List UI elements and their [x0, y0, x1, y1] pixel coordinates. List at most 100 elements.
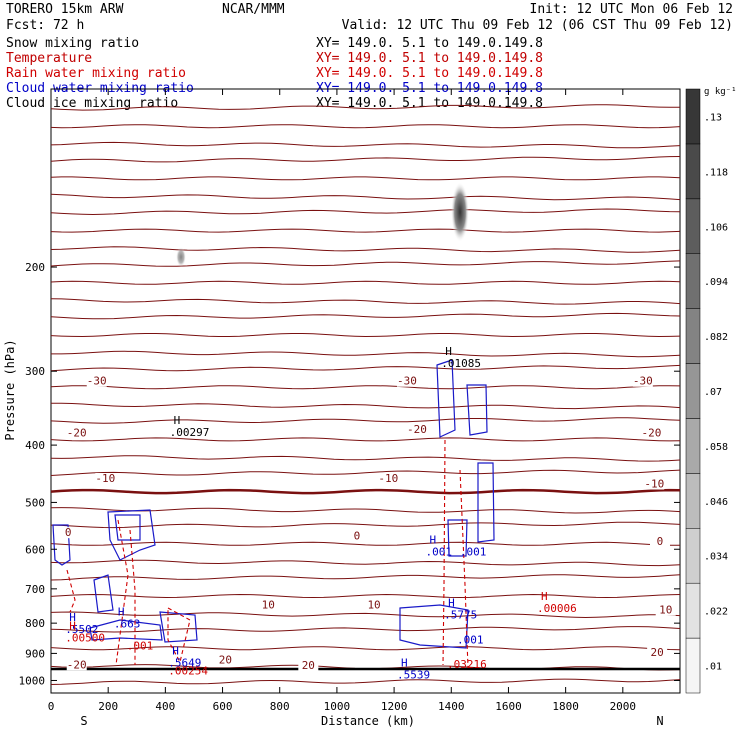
- y-tick-label: 300: [25, 365, 45, 378]
- temperature-label-bg: [66, 427, 87, 439]
- x-tick-label: 2000: [610, 700, 637, 713]
- colorbar-segment: [685, 637, 701, 694]
- legend-ice-xy: XY= 149.0. 5.1 to 149.0.149.8: [316, 96, 543, 111]
- cloud-contour-right-d: [447, 519, 468, 557]
- x-tick-label: 1200: [381, 700, 408, 713]
- colorbar-tick-label: .058: [704, 442, 728, 453]
- legend-temperature-name: Temperature: [6, 51, 92, 66]
- extrema-value-label: .5649: [168, 657, 201, 670]
- ice-shade-small: [176, 247, 186, 267]
- plot-frame: [50, 88, 681, 694]
- isotherm-line: [50, 176, 681, 181]
- isotherm-line: [50, 437, 681, 442]
- header-init: Init: 12 UTC Mon 06 Feb 12: [530, 2, 734, 17]
- x-tick-label: 0: [48, 700, 55, 713]
- extrema-value-label: .00254: [168, 665, 208, 678]
- extrema-value-label: .01085: [441, 357, 481, 370]
- x-tick-label: 800: [270, 700, 290, 713]
- extrema-high-mark: H: [445, 345, 452, 358]
- extrema-value-label: .001: [426, 545, 453, 558]
- colorbar-segment: [685, 473, 701, 529]
- colorbar-tick-label: .106: [704, 222, 728, 233]
- extrema-high-mark: H: [69, 611, 76, 624]
- y-axis-label: Pressure (hPa): [3, 339, 17, 440]
- x-tick-label: 1400: [438, 700, 465, 713]
- isotherm-line: [50, 246, 681, 253]
- temperature-label-bg: [644, 478, 665, 490]
- colorbar-tick-label: .046: [704, 497, 728, 508]
- ice-shade-core: [451, 182, 469, 242]
- colorbar-segment: [685, 363, 701, 419]
- cloud-contour-left-b: [93, 574, 114, 613]
- temperature-label-bg: [649, 536, 670, 548]
- colorbar: .01 .022 .034 .046 .058 .07 .082 .094 .106 .118 .1…: [685, 88, 728, 694]
- rain-contour-right-b: [459, 469, 469, 669]
- colorbar-unit: g kg⁻¹: [704, 87, 737, 97]
- colorbar-tick-label: .034: [704, 552, 728, 563]
- isotherm-line: [50, 593, 681, 599]
- temperature-label: -30: [633, 375, 653, 388]
- temperature-label: -30: [87, 375, 107, 388]
- isotherm-line: [50, 228, 681, 233]
- temperature-label: -20: [641, 426, 661, 439]
- temperature-label: -30: [397, 375, 417, 388]
- isotherm-line: [50, 298, 681, 305]
- temperature-label-bg: [378, 472, 399, 484]
- isotherm-line: [50, 260, 681, 267]
- isotherm-lines: [50, 104, 681, 685]
- temperature-label: 0: [354, 529, 361, 542]
- temperature-label: -20: [67, 426, 87, 439]
- isotherm-line: [51, 350, 681, 358]
- isotherm-line: [50, 488, 681, 495]
- y-tick-label: 200: [25, 261, 45, 274]
- temperature-label: 20: [302, 659, 315, 672]
- isotherm-line: [50, 141, 681, 149]
- temperature-label-bg: [258, 599, 279, 611]
- temperature-label-bg: [396, 375, 417, 387]
- x-axis: 0 200 400 600 800 1000 1200 1400 1600 1800 2000: [48, 89, 636, 713]
- isotherm-line: [50, 417, 681, 424]
- x-axis-north-label: N: [656, 714, 663, 728]
- colorbar-segment: [685, 198, 701, 254]
- temperature-label: -20: [407, 423, 427, 436]
- y-tick-label: 1000: [19, 674, 46, 687]
- isotherm-line: [51, 402, 681, 410]
- temperature-label: -10: [95, 472, 115, 485]
- x-tick-label: 600: [213, 700, 233, 713]
- temperature-label-bg: [95, 472, 116, 484]
- y-tick-label: 800: [25, 617, 45, 630]
- legend-rain-xy: XY= 149.0. 5.1 to 149.0.149.8: [316, 66, 543, 81]
- temperature-label: 10: [262, 598, 275, 611]
- colorbar-segment: [685, 528, 701, 584]
- isotherm-line: [50, 364, 681, 372]
- extrema-value-label: .03216: [447, 658, 487, 671]
- cloud-contour-left-d: [114, 514, 141, 541]
- temperature-label: 20: [219, 654, 232, 667]
- plot-area: -30 -30 -30 -20 -20 -20 -10 -10 -10 0 0 0 10 10 10 20 20…: [50, 88, 681, 694]
- isotherm-line: [50, 208, 681, 216]
- temperature-label-bg: [647, 647, 668, 659]
- y-tick-label: 600: [25, 543, 45, 556]
- colorbar-segment: [685, 308, 701, 364]
- temperature-label-bg: [364, 599, 385, 611]
- cloud-contour-right-c: [477, 462, 495, 543]
- extrema-high-mark: H: [401, 657, 408, 670]
- colorbar-tick-label: .082: [704, 332, 728, 343]
- isotherm-line: [50, 678, 681, 685]
- y-tick-label: 500: [25, 496, 45, 509]
- legend-snow-name: Snow mixing ratio: [6, 36, 139, 51]
- temperature-label-bg: [298, 659, 319, 671]
- temperature-label: -10: [378, 472, 398, 485]
- extrema-high-mark: H: [541, 590, 548, 603]
- colorbar-segment: [685, 143, 701, 200]
- colorbar-segment: [685, 253, 701, 309]
- extrema-value-label: .001: [127, 640, 154, 653]
- isotherm-line: [50, 104, 681, 111]
- isotherm-line: [50, 333, 681, 338]
- extrema-value-label: .00006: [537, 602, 577, 615]
- isotherm-line: [50, 385, 681, 390]
- rain-contour-left-c: [66, 569, 76, 613]
- x-tick-label: 200: [98, 700, 118, 713]
